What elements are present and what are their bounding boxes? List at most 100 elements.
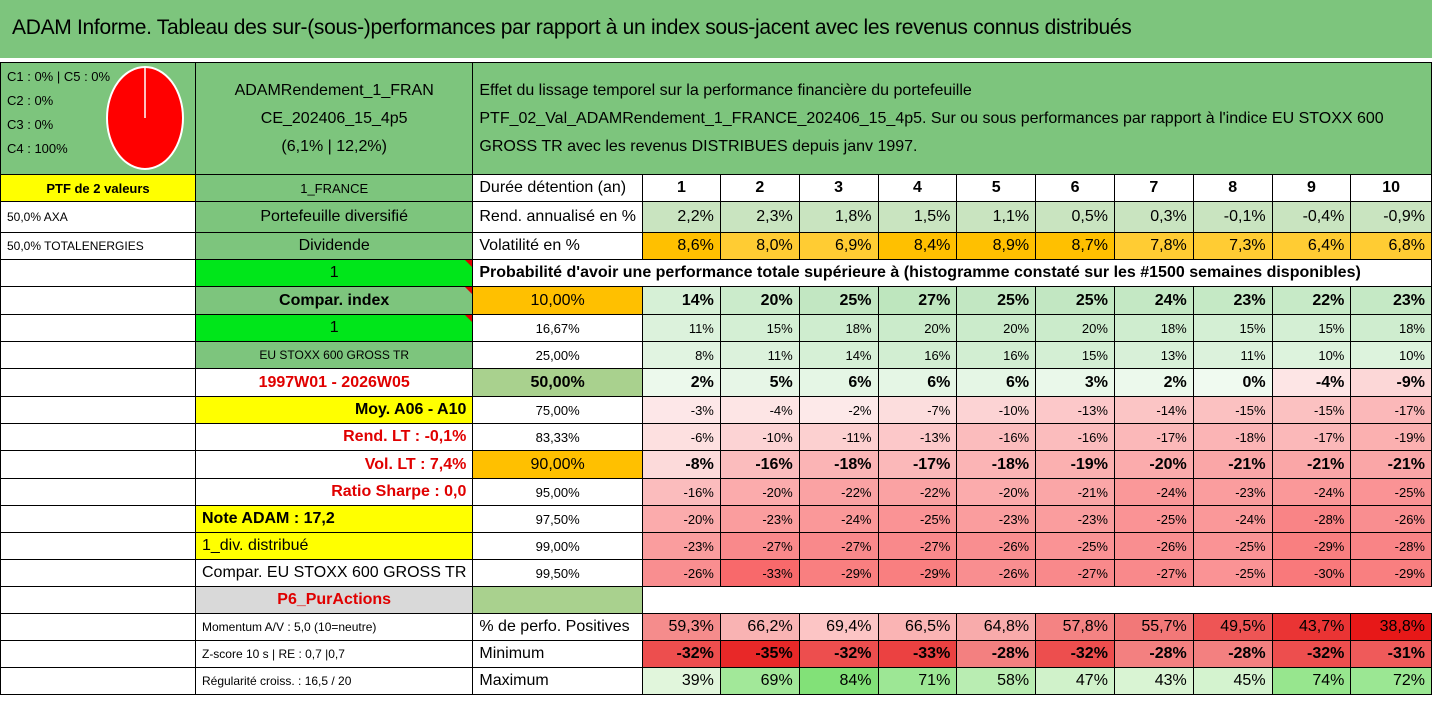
prob-value: 2% [1113, 368, 1194, 397]
prob-value: 10% [1271, 341, 1352, 369]
left-label[interactable]: 1 [194, 314, 474, 342]
year-header: 7 [1113, 174, 1194, 202]
min-value: -32% [641, 640, 721, 668]
min-value: -32% [1035, 640, 1115, 668]
prob-value: 2% [641, 368, 721, 397]
prob-value: -18% [1192, 423, 1273, 451]
max-value: 58% [956, 667, 1037, 695]
composition-line: C4 : 100% [7, 141, 68, 156]
prob-value: -24% [1192, 505, 1273, 533]
pos-value: 66,2% [719, 613, 800, 641]
rend-value: 1,8% [798, 201, 879, 233]
prob-value: -27% [719, 532, 800, 560]
empty-cell [0, 532, 196, 560]
vol-value: 8,0% [719, 232, 800, 260]
prob-value: -15% [1192, 396, 1273, 424]
min-value: -28% [1113, 640, 1194, 668]
prob-value: 20% [1035, 314, 1115, 342]
description-line: PTF_02_Val_ADAMRendement_1_FRANCE_202406… [479, 109, 1384, 127]
left-label[interactable]: Compar. index [194, 286, 474, 315]
prob-value: -24% [798, 505, 879, 533]
left-label: EU STOXX 600 GROSS TR [194, 341, 474, 369]
prob-value: 20% [719, 286, 800, 315]
table-row: Compar. EU STOXX 600 GROSS TR 99,50% -26% -… [0, 559, 1432, 587]
title-bar: ADAM Informe. Tableau des sur-(sous-)per… [0, 0, 1432, 60]
year-header: 4 [877, 174, 958, 202]
prob-value: -16% [956, 423, 1037, 451]
prob-value: -16% [641, 478, 721, 506]
prob-value: 22% [1271, 286, 1352, 315]
vol-value: 8,9% [956, 232, 1037, 260]
prob-value: 18% [1350, 314, 1432, 342]
empty-cell [0, 286, 196, 315]
empty-cell [0, 314, 196, 342]
prob-value: 8% [641, 341, 721, 369]
rend-value: 0,3% [1113, 201, 1194, 233]
pos-value: 59,3% [641, 613, 721, 641]
empty-cell [0, 640, 196, 668]
empty-cell [0, 368, 196, 397]
prob-value: 10% [1350, 341, 1432, 369]
description-line: GROSS TR avec les revenus DISTRIBUES dep… [479, 137, 918, 155]
pos-value: 43,7% [1271, 613, 1352, 641]
table-row: Rend. LT : -0,1% 83,33% -6% -10% -11% -13% -16… [0, 423, 1432, 451]
header-label: Durée détention (an) [472, 174, 643, 202]
left-label: 1997W01 - 2026W05 [194, 368, 474, 397]
max-value: 71% [877, 667, 958, 695]
vol-label: Volatilité en % [472, 232, 643, 260]
prob-value: 25% [956, 286, 1037, 315]
prob-value: -24% [1113, 478, 1194, 506]
vol-value: 6,8% [1350, 232, 1432, 260]
pos-value: 55,7% [1113, 613, 1194, 641]
table-row: P6_PurActions [0, 586, 1432, 614]
prob-value: -2% [798, 396, 879, 424]
left-label[interactable]: 1 [194, 259, 474, 287]
performance-table: C1 : 0% | C5 : 0% C2 : 0% C3 : 0% C4 : 1… [0, 62, 1432, 695]
empty-cell [0, 586, 196, 614]
empty-cell [0, 559, 196, 587]
empty-cell [0, 478, 196, 506]
empty-cell [0, 450, 196, 479]
vol-value: 8,4% [877, 232, 958, 260]
table-row: Z-score 10 s | RE : 0,7 |0,7 Minimum -32% -… [0, 640, 1432, 668]
empty-cell [0, 259, 196, 287]
prob-value: 24% [1113, 286, 1194, 315]
prob-value: -28% [1350, 532, 1432, 560]
table-row: Compar. index 10,00% 14% 20% 25% 27% 25% 25% 24%… [0, 286, 1432, 315]
holding-item: 50,0% TOTALENERGIES [0, 232, 196, 260]
prob-value: -3% [641, 396, 721, 424]
prob-value: -22% [798, 478, 879, 506]
vol-value: 8,7% [1035, 232, 1115, 260]
prob-value: -13% [1035, 396, 1115, 424]
table-row: Vol. LT : 7,4% 90,00% -8% -16% -18% -17% -18% -… [0, 450, 1432, 479]
table-row: 50,0% TOTALENERGIES Dividende Volatilité e… [0, 232, 1432, 260]
table-row: Régularité croiss. : 16,5 / 20 Maximum 39%… [0, 667, 1432, 695]
threshold-pct: 25,00% [472, 341, 643, 369]
prob-value: -27% [877, 532, 958, 560]
prob-value: -4% [1271, 368, 1352, 397]
prob-value: -20% [1113, 450, 1194, 479]
table-row: 1_div. distribué 99,00% -23% -27% -27% -27% -2… [0, 532, 1432, 560]
prob-value: -15% [1271, 396, 1352, 424]
min-value: -32% [798, 640, 879, 668]
threshold-pct: 99,00% [472, 532, 643, 560]
left-label: Moy. A06 - A10 [194, 396, 474, 424]
left-label: 1_FRANCE [194, 174, 474, 202]
empty-cell [0, 613, 196, 641]
left-label: Momentum A/V : 5,0 (10=neutre) [194, 613, 474, 641]
prob-value: -23% [641, 532, 721, 560]
year-header: 9 [1271, 174, 1352, 202]
prob-value: 11% [1192, 341, 1273, 369]
prob-value: 6% [798, 368, 879, 397]
prob-value: -25% [877, 505, 958, 533]
prob-value: -25% [1035, 532, 1115, 560]
prob-value: 15% [1035, 341, 1115, 369]
prob-value: 0% [1192, 368, 1273, 397]
prob-value: -26% [641, 559, 721, 587]
prob-value: -21% [1350, 450, 1432, 479]
prob-value: 15% [1271, 314, 1352, 342]
prob-value: -21% [1035, 478, 1115, 506]
year-header: 8 [1192, 174, 1273, 202]
description-cell: Effet du lissage temporel sur la perform… [472, 62, 1432, 175]
prob-value: -17% [1271, 423, 1352, 451]
